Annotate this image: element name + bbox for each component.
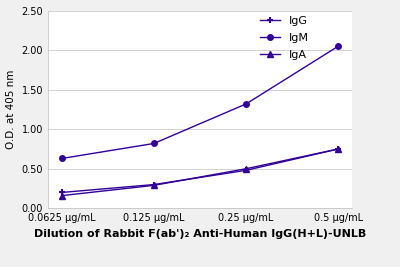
IgA (60, 194, 64, 197)
Legend: IgG, IgM, IgA: IgG, IgM, IgA (260, 16, 309, 60)
IgA (152, 184, 156, 187)
IgG (152, 183, 156, 186)
IgA (244, 167, 248, 170)
IgM (336, 45, 340, 48)
Line: IgA: IgA (59, 146, 341, 198)
X-axis label: Dilution of Rabbit F(ab')₂ Anti-Human IgG(H+L)-UNLB: Dilution of Rabbit F(ab')₂ Anti-Human Ig… (34, 229, 366, 239)
IgG (336, 147, 340, 151)
Y-axis label: O.D. at 405 nm: O.D. at 405 nm (6, 70, 16, 149)
IgM (244, 102, 248, 105)
IgM (152, 142, 156, 145)
Line: IgM: IgM (59, 44, 341, 161)
IgG (60, 191, 64, 194)
IgG (244, 169, 248, 172)
IgM (60, 157, 64, 160)
IgA (336, 147, 340, 151)
Line: IgG: IgG (58, 146, 342, 196)
